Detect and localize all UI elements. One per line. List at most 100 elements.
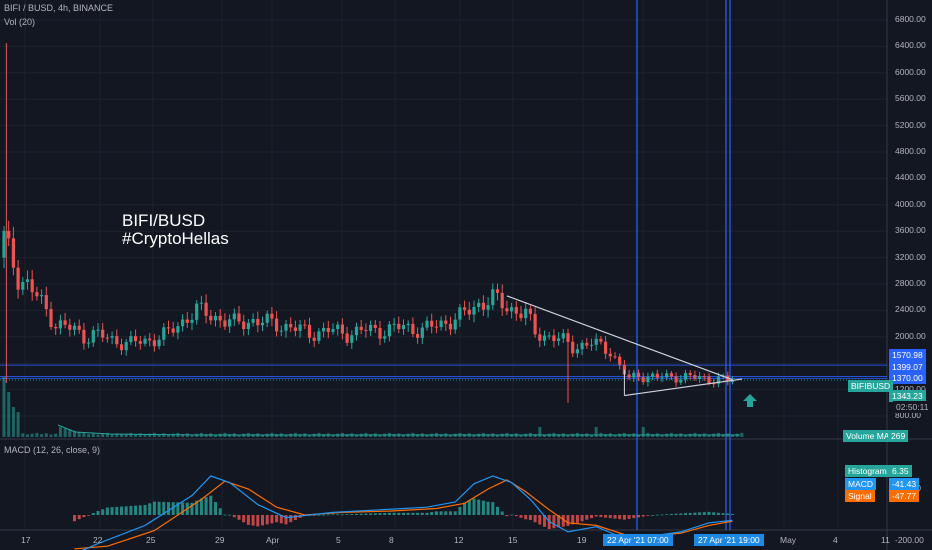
candle-body [486,305,490,310]
time-axis-label: 15 [508,535,518,545]
macd-histogram-bar [594,515,598,517]
macd-histogram-bar [87,515,91,516]
candle-body [622,364,626,375]
candle-body [176,326,180,333]
candle-body [148,338,152,341]
macd-histogram-bar [152,501,156,515]
candle-body [284,323,288,331]
candle-body [693,375,697,379]
candle-body [251,319,255,323]
candle-body [77,325,81,330]
macd-histogram-bar [312,515,316,516]
candle-body [40,295,44,297]
volume-bar [284,434,288,437]
candle-body [472,307,476,315]
candle-body [181,319,185,327]
volume-bar [63,428,67,437]
volume-bar [228,434,232,437]
volume-bar [124,433,128,437]
macd-histogram-bar [449,511,452,515]
candle-body [275,318,279,332]
macd-marker-value: -41.43 [889,478,920,490]
macd-histogram-bar [590,515,593,519]
volume-bar [171,433,175,437]
macd-histogram-bar [665,514,669,516]
macd-histogram-bar [721,513,725,515]
candle-body [2,230,6,258]
candle-body [195,303,199,320]
candle-body [613,356,617,358]
price-axis-label: 4800.00 [895,146,926,156]
macd-histogram-bar [463,502,467,515]
candle-body [331,328,335,332]
candle-body [204,302,208,316]
candle-body [660,377,664,379]
macd-histogram-bar [355,513,358,515]
volume-bar [557,434,561,437]
candle-body [256,319,260,326]
macd-histogram-bar [359,513,363,515]
volume-bar [519,434,523,437]
time-axis-label: 25 [146,535,156,545]
candle-body [228,319,232,327]
macd-histogram-bar [91,513,95,515]
candle-body [44,295,48,310]
candle-body [7,230,11,239]
macd-histogram-bar [73,515,76,522]
volume-bar [538,427,542,437]
volume-bar [684,434,687,437]
macd-histogram-bar [726,513,730,515]
volume-bar [11,407,15,437]
candle-body [270,313,274,319]
macd-histogram-bar [416,512,420,515]
candle-body [317,331,321,341]
price-marker-label: 1370.00 [889,372,926,384]
candle-body [510,307,514,312]
price-axis-label: 2400.00 [895,304,926,315]
candle-body [96,329,100,331]
macd-histogram-bar [134,505,138,515]
candle-body [322,327,326,332]
macd-histogram-bar [693,512,697,515]
macd-histogram-bar [698,512,702,515]
price-axis-label: 5600.00 [895,93,926,104]
candle-body [289,323,293,328]
candle-body [463,307,467,310]
candle-body [242,321,246,330]
candle-body [369,324,373,331]
macd-histogram-bar [261,515,264,526]
volume-bar [35,432,39,437]
macd-histogram-bar [514,515,518,517]
volume-bar [637,434,640,437]
macd-indicator-label: MACD (12, 26, close, 9) [4,445,101,455]
candle-body [514,307,518,314]
volume-bar [613,434,617,437]
candle-body [373,324,377,328]
macd-histogram-bar [557,515,561,528]
candle-body [326,327,330,332]
macd-histogram-bar [246,515,250,525]
volume-bar [594,427,598,437]
volume-bar [731,434,734,437]
candle-body [119,344,124,351]
candle-body [585,342,589,346]
macd-histogram-bar [275,515,279,523]
macd-histogram-bar [641,515,645,517]
volume-bar [16,412,20,437]
candle-body [505,308,509,312]
candle-body [82,329,86,344]
macd-histogram-bar [660,514,664,516]
macd-histogram-bar [148,503,152,515]
macd-histogram-bar [500,511,504,515]
volume-bar [49,434,53,437]
candle-body [387,324,391,337]
price-axis-label: 5200.00 [895,119,926,130]
price-axis-label: 1200.00 [895,383,926,394]
macd-histogram-bar [284,515,288,525]
macd-histogram-bar [538,515,542,525]
macd-histogram-bar [684,513,687,515]
candle-body [716,376,720,384]
macd-histogram-bar [369,513,373,515]
macd-histogram-bar [622,515,626,520]
